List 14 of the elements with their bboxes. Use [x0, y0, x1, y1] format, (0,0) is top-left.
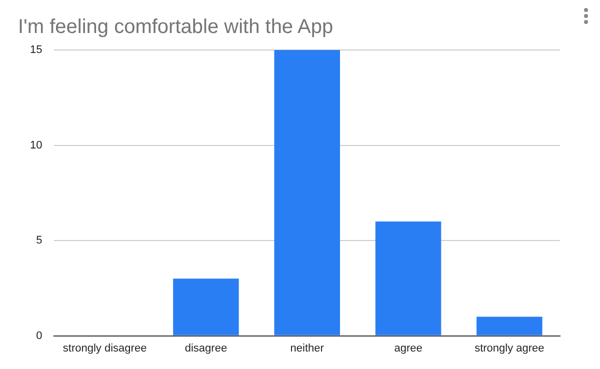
- y-tick-label: 0: [36, 330, 42, 342]
- x-tick-label: neither: [290, 342, 324, 354]
- y-tick-label: 10: [30, 139, 42, 152]
- bar: [274, 50, 340, 336]
- y-tick-label: 5: [36, 234, 42, 247]
- x-tick-label: strongly agree: [474, 342, 544, 354]
- y-tick-label: 15: [30, 44, 42, 56]
- x-tick-label: strongly disagree: [62, 342, 147, 354]
- bar: [476, 316, 542, 336]
- x-tick-label: agree: [394, 342, 422, 354]
- bar: [375, 221, 442, 336]
- x-tick-label: disagree: [184, 342, 228, 354]
- chart-title: I'm feeling comfortable with the App: [18, 16, 334, 39]
- bar: [173, 278, 239, 336]
